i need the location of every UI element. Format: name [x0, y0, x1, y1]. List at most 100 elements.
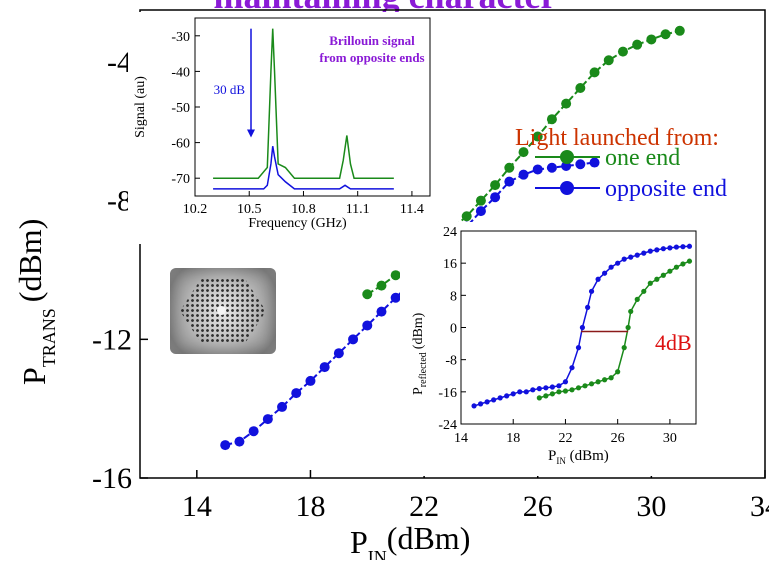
inset-bottom-x-tick-label: 14 — [454, 431, 468, 446]
inset-bottom-data-point — [556, 383, 562, 389]
main-y-label: PTRANS (dBm) — [12, 219, 59, 385]
inset-top-y-tick-label: -50 — [171, 101, 190, 116]
main-x-label: PIN(dBm) — [350, 520, 470, 560]
inset-bottom-data-point — [608, 264, 614, 270]
inset-bottom-data-point — [667, 268, 673, 274]
inset-bottom-data-point — [562, 388, 569, 394]
inset-bottom-data-point — [667, 245, 673, 251]
main-x-label-unit: (dBm) — [387, 520, 471, 556]
inset-bottom-data-point — [680, 244, 686, 250]
main-data-point — [475, 195, 486, 206]
inset-bottom-data-point — [575, 385, 582, 391]
legend-title: Light launched from: — [515, 125, 719, 151]
inset-bottom-data-point — [615, 260, 621, 266]
inset-bottom-data-point — [556, 389, 562, 395]
main-data-point — [305, 375, 316, 386]
main-y-tick-label: -16 — [92, 462, 132, 495]
inset-bottom-data-point — [602, 270, 608, 276]
inset-bottom-data-point — [484, 399, 490, 405]
inset-bottom-data-point — [543, 393, 549, 399]
main-data-point — [617, 46, 628, 57]
inset-top-x-tick-label: 11.4 — [400, 202, 424, 217]
main-data-point — [362, 320, 373, 331]
inset-top-y-tick-label: -30 — [171, 30, 190, 45]
main-data-point — [362, 289, 373, 300]
main-data-point — [646, 34, 657, 45]
main-y-label-main: P — [16, 367, 52, 385]
inset-bottom-data-point — [536, 386, 542, 392]
inset-bottom-x-tick-label: 18 — [506, 431, 520, 446]
main-data-point — [546, 114, 557, 125]
main-data-point — [490, 180, 501, 191]
inset-top-title-line2: from opposite ends — [319, 50, 424, 65]
inset-bottom-data-point — [588, 381, 595, 387]
main-data-point — [291, 388, 302, 399]
inset-bottom-data-point — [575, 345, 582, 351]
main-y-tick-label: -4 — [107, 46, 132, 79]
main-y-label-sub: TRANS — [39, 308, 59, 367]
inset-bottom-data-point — [510, 391, 516, 397]
inset-bottom-data-point — [569, 365, 575, 371]
inset-bottom-y-label-main: P — [411, 387, 426, 395]
main-data-point — [490, 192, 501, 203]
main-data-point — [376, 306, 387, 317]
inset-bottom-data-point — [634, 252, 640, 258]
legend-marker — [560, 181, 574, 195]
inset-top-series-line — [213, 146, 394, 190]
inset-top-arrow-label: 30 dB — [214, 82, 246, 97]
inset-bottom-data-point — [562, 379, 569, 385]
inset-bottom-data-point — [543, 385, 549, 391]
inset-bottom-data-point — [615, 369, 621, 375]
main-data-point — [561, 98, 572, 109]
main-y-tick-label: -12 — [92, 323, 132, 356]
main-data-point — [220, 440, 231, 451]
main-data-point — [475, 206, 486, 217]
inset-top-y-tick-label: -60 — [171, 137, 190, 152]
main-data-point — [575, 83, 586, 93]
inset-bottom-data-point — [504, 393, 510, 399]
inset-bottom-x-label: PIN (dBm) — [548, 448, 609, 466]
inset-bottom-data-point — [621, 256, 627, 262]
inset-bottom-y-label-sub: reflected — [418, 352, 429, 387]
main-x-tick-label: 26 — [523, 490, 553, 523]
inset-bottom-x-tick-label: 22 — [558, 431, 572, 446]
inset-bottom-data-point — [471, 403, 477, 409]
main-data-point — [532, 131, 543, 142]
inset-top-y-tick-label: -40 — [171, 65, 190, 80]
inset-bottom-data-point — [595, 379, 601, 385]
inset-bottom-data-point — [477, 401, 484, 407]
main-data-point — [461, 211, 472, 222]
inset-bottom-data-point — [497, 395, 503, 401]
main-data-point — [518, 147, 529, 158]
inset-bottom-data-point — [634, 296, 640, 302]
inset-top-x-tick-label: 10.2 — [183, 202, 208, 217]
main-data-point — [348, 334, 359, 345]
inset-top-series-line — [213, 28, 394, 179]
main-x-label-main: P — [350, 524, 368, 560]
inset-bottom-data-point — [536, 395, 542, 401]
main-data-point — [333, 348, 344, 359]
main-data-point — [518, 169, 529, 180]
inset-bottom-y-label-unit: (dBm) — [411, 312, 426, 349]
inset-bottom-bg — [400, 222, 705, 476]
inset-top-y-tick-label: -70 — [171, 172, 190, 187]
inset-top-chart: 10.2 10.5 10.8 11.1 11.4 -30 -40 -50 -60 -70 Frequ… — [128, 12, 440, 244]
main-data-point — [390, 270, 401, 281]
main-x-tick-label: 22 — [409, 490, 439, 523]
inset-bottom-data-point — [654, 276, 660, 282]
inset-bottom-y-label: Preflected (dBm) — [411, 312, 429, 395]
inset-bottom-data-point — [641, 250, 647, 256]
inset-bottom-data-point — [530, 387, 536, 393]
main-data-point — [319, 362, 330, 373]
inset-bottom-data-point — [654, 247, 660, 253]
main-data-point — [546, 162, 557, 173]
main-data-point — [277, 401, 288, 412]
inset-bottom-data-point — [582, 383, 588, 389]
inset-top-y-label: Signal (au) — [133, 76, 148, 138]
legend-label: opposite end — [605, 176, 727, 202]
main-x-tick-label: 14 — [182, 490, 212, 523]
main-data-point — [248, 426, 259, 437]
